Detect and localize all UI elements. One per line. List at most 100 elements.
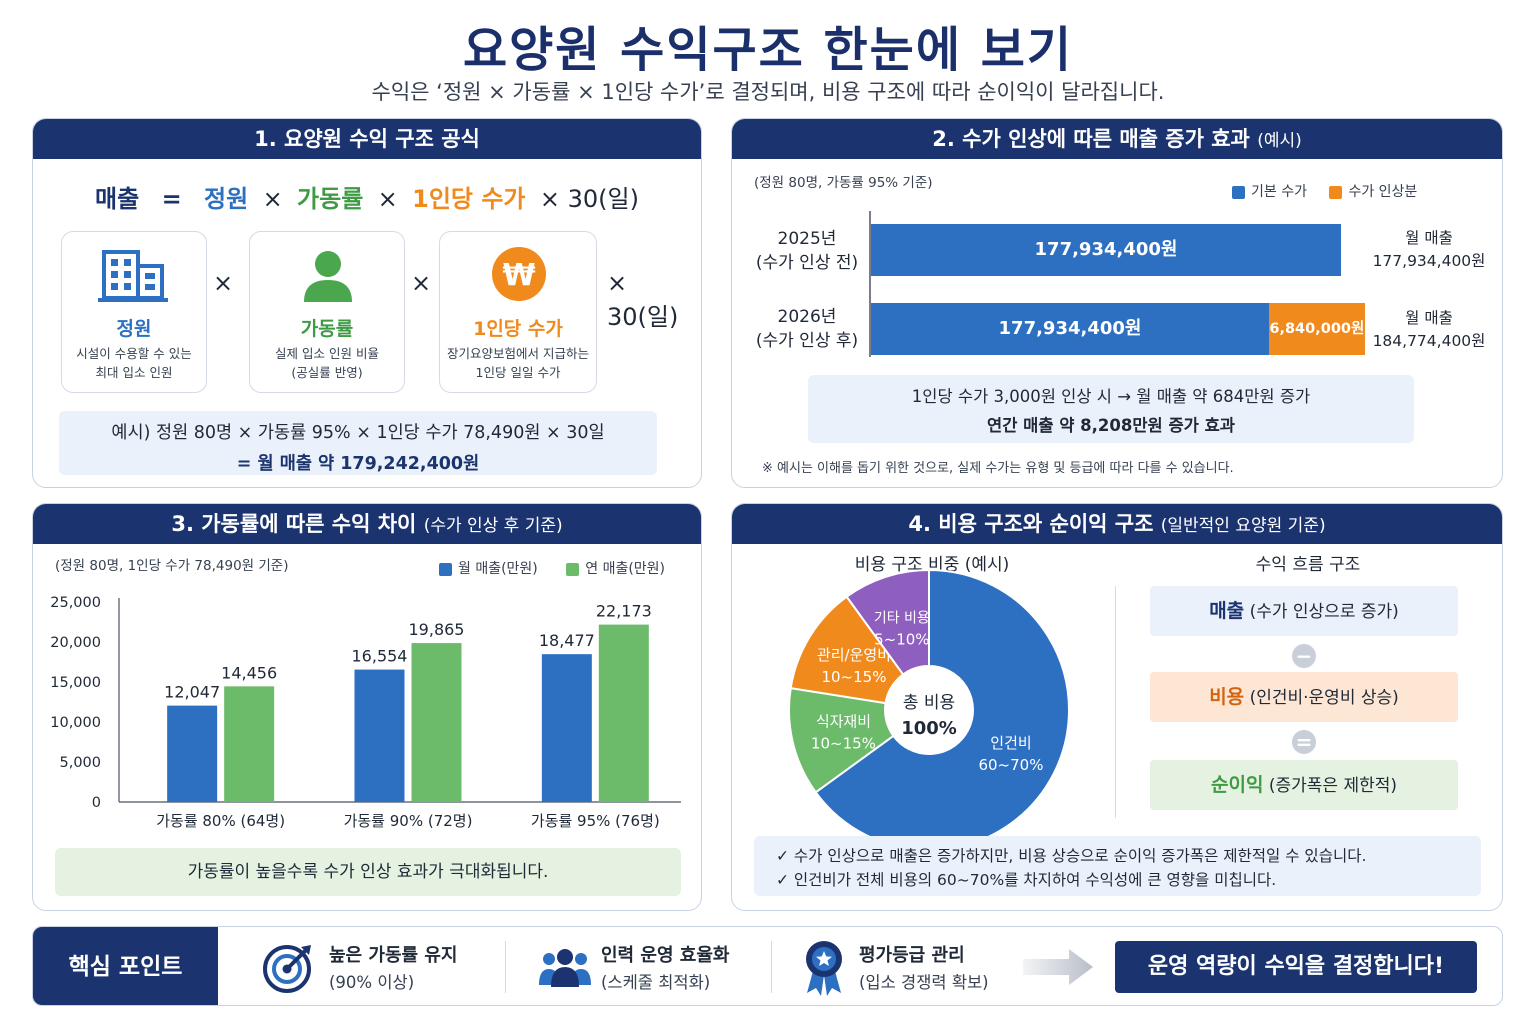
summary-line-2: 연간 매출 약 8,208만원 증가 효과 [987, 416, 1235, 435]
flow-equal-icon: = [1292, 730, 1316, 754]
vertical-divider [1115, 586, 1116, 818]
cost-pie-chart: 인건비 60~70% 식자재비 10~15% 관리/운영비 10~15% 기타 비용 5~10… [788, 568, 1070, 844]
bar-2025-base: 177,934,400원 [871, 224, 1341, 276]
panel-fee-increase: 2. 수가 인상에 따른 매출 증가 효과 (예시) (정원 80명, 가동률 … [731, 118, 1503, 488]
card-occupancy-desc: 실제 입소 인원 비율 (공실률 반영) [250, 344, 404, 382]
person-icon [250, 246, 404, 306]
annual-bar [598, 624, 649, 802]
page-subtitle: 수익은 ‘정원 × 가동률 × 1인당 수가’로 결정되며, 비용 구조에 따라… [371, 80, 1165, 104]
monthly-bar [541, 654, 592, 802]
panel-4-header: 4. 비용 구조와 순이익 구조 (일반적인 요양원 기준) [732, 504, 1502, 544]
bar-value-label: 19,865 [409, 620, 465, 639]
cost-note-1: ✓ 수가 인상으로 매출은 증가하지만, 비용 상승으로 순이익 증가폭은 제한… [776, 847, 1367, 865]
legend-increase-label: 수가 인상분 [1348, 184, 1418, 200]
legend-monthly-swatch [439, 562, 452, 576]
revenue-formula: 매출 = 정원 × 가동률 × 1인당 수가 × 30(일) [33, 179, 701, 214]
row-2026-monthly-label: 월 매출 [1405, 309, 1453, 327]
row-2025-year: 2025년 [777, 229, 837, 249]
target-icon [263, 945, 311, 993]
category-label: 가동률 95% (76명) [531, 812, 660, 830]
flow-revenue-key: 매출 [1209, 600, 1245, 622]
slice-range-label: 10~15% [811, 735, 876, 753]
page-title: 요양원 수익구조 한눈에 보기 [462, 22, 1074, 78]
slice-label: 식자재비 [816, 713, 871, 731]
panel-2-note: (정원 80명, 가동률 95% 기준) [754, 175, 933, 191]
fee-increase-summary: 1인당 수가 3,000원 인상 시 → 월 매출 약 684만원 증가 연간 … [808, 375, 1414, 443]
card-capacity-desc-1: 시설이 수용할 수 있는 [76, 346, 192, 361]
key-points-tag: 핵심 포인트 [33, 927, 218, 1005]
point-staffing-sub: (스케줄 최적화) [601, 973, 711, 992]
times-sign-2: × [411, 269, 432, 297]
panel-3-legend: 월 매출(만원) 연 매출(만원) [439, 558, 665, 578]
card-occupancy-desc-1: 실제 입소 인원 비율 [275, 346, 379, 361]
panel-revenue-formula: 1. 요양원 수익 구조 공식 매출 = 정원 × 가동률 × 1인당 수가 ×… [32, 118, 702, 488]
legend-annual-label: 연 매출(만원) [585, 561, 666, 577]
bar-value-label: 16,554 [352, 647, 408, 666]
y-tick-label: 5,000 [59, 755, 101, 771]
card-occupancy-desc-2: (공실률 반영) [291, 365, 363, 380]
card-occupancy-label: 가동률 [300, 318, 354, 340]
times-days: × 30(일) [607, 269, 679, 331]
card-occupancy: 가동률 실제 입소 인원 비율 (공실률 반영) [249, 231, 405, 393]
row-2025-monthly-value: 177,934,400원 [1372, 252, 1486, 270]
bar-value-label: 12,047 [164, 683, 220, 702]
flow-cost-key: 비용 [1209, 686, 1245, 708]
card-fee-desc-1: 장기요양보험에서 지급하는 [447, 346, 589, 361]
pie-slice [788, 686, 895, 794]
bottom-divider-2 [771, 941, 772, 993]
row-2026-state: (수가 인상 후) [755, 331, 859, 351]
summary-line-1: 1인당 수가 3,000원 인상 시 → 월 매출 약 684만원 증가 [911, 387, 1311, 406]
category-label: 가동률 80% (64명) [156, 812, 285, 830]
occupancy-conclusion: 가동률이 높을수록 수가 인상 효과가 극대화됩니다. [55, 848, 681, 896]
team-icon [539, 949, 591, 987]
y-tick-label: 25,000 [50, 595, 101, 611]
bar-value-label: 22,173 [596, 602, 652, 621]
row-2025-label: 2025년 (수가 인상 전) [747, 227, 867, 275]
bar-value-label: 18,477 [539, 631, 595, 650]
slice-range-label: 60~70% [978, 756, 1043, 774]
bottom-divider-1 [505, 941, 506, 993]
formula-occupancy: 가동률 [297, 185, 364, 213]
legend-annual-swatch [566, 562, 580, 576]
panel-2-footnote: ※ 예시는 이해를 돕기 위한 것으로, 실제 수가는 유형 및 등급에 따라 … [762, 461, 1234, 476]
legend-base-swatch [1232, 185, 1245, 199]
panel-2-header: 2. 수가 인상에 따른 매출 증가 효과 (예시) [732, 119, 1502, 159]
slice-label: 관리/운영비 [817, 646, 891, 664]
card-capacity-label: 정원 [116, 318, 152, 340]
point-occupancy-title: 높은 가동률 유지 [329, 945, 458, 966]
panel-occupancy-revenue: 3. 가동률에 따른 수익 차이 (수가 인상 후 기준) (정원 80명, 1… [32, 503, 702, 911]
example-line-1: 예시) 정원 80명 × 가동률 95% × 1인당 수가 78,490원 × … [111, 423, 605, 443]
occupancy-bar-chart: 0 5,000 10,000 15,000 20,000 25,000 12,04714,4… [50, 595, 681, 830]
pie-slice [789, 595, 905, 705]
row-2026-year: 2026년 [777, 307, 837, 327]
panel-3-title: 3. 가동률에 따른 수익 차이 [171, 512, 417, 536]
panel-2-title: 2. 수가 인상에 따른 매출 증가 효과 [932, 127, 1250, 151]
key-points-bar: 핵심 포인트 높은 가동률 유지 (90% 이상) 인력 운영 효율화 (스케줄… [32, 926, 1503, 1006]
panel-4-title: 4. 비용 구조와 순이익 구조 [908, 512, 1154, 536]
card-fee: ₩ 1인당 수가 장기요양보험에서 지급하는 1인당 일일 수가 [439, 231, 597, 393]
y-tick-label: 0 [92, 795, 101, 811]
slice-label: 기타 비용 [874, 610, 930, 626]
formula-times-1: × [262, 185, 283, 213]
formula-equals: = [161, 185, 182, 213]
times-sign-1: × [213, 269, 234, 297]
monthly-bar [354, 669, 405, 802]
formula-times-2: × [377, 185, 398, 213]
cost-notes: ✓ 수가 인상으로 매출은 증가하지만, 비용 상승으로 순이익 증가폭은 제한… [754, 836, 1481, 896]
category-label: 가동률 90% (72명) [344, 812, 473, 830]
card-fee-label: 1인당 수가 [473, 318, 563, 340]
conclusion-banner: 운영 역량이 수익을 결정합니다! [1115, 941, 1477, 993]
row-2026-label: 2026년 (수가 인상 후) [747, 305, 867, 353]
panel-2-legend: 기본 수가 수가 인상분 [1232, 181, 1417, 201]
row-2026-monthly: 월 매출 184,774,400원 [1364, 307, 1494, 353]
flow-revenue: 매출 (수가 인상으로 증가) [1150, 586, 1458, 636]
panel-4-subtitle: (일반적인 요양원 기준) [1160, 516, 1326, 536]
panel-2-subtitle: (예시) [1257, 131, 1302, 151]
award-icon [806, 941, 842, 996]
pie-center-value: 100% [901, 718, 957, 739]
svg-text:₩: ₩ [502, 258, 535, 293]
flow-title: 수익 흐름 구조 [1255, 555, 1361, 575]
bar-2026-increase: 6,840,000원 [1269, 303, 1365, 355]
building-icon [62, 246, 206, 306]
bar-2026-base: 177,934,400원 [871, 303, 1269, 355]
